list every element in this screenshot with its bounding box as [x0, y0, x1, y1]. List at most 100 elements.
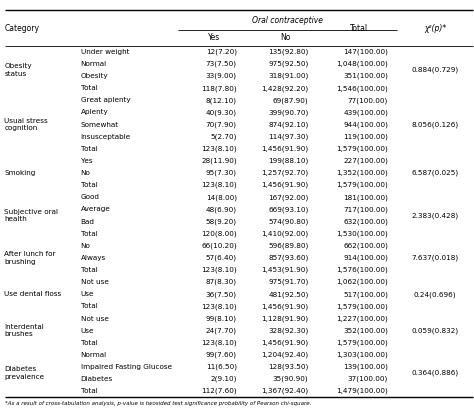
Text: 717(100.00): 717(100.00)	[343, 206, 388, 213]
Text: 1,456(91.90): 1,456(91.90)	[261, 146, 309, 152]
Text: 58(9.20): 58(9.20)	[206, 218, 237, 225]
Text: 574(90.80): 574(90.80)	[268, 218, 309, 225]
Text: 352(100.00): 352(100.00)	[343, 328, 388, 334]
Text: 7.637(0.018): 7.637(0.018)	[411, 255, 459, 261]
Text: χ²(p)*: χ²(p)*	[424, 24, 446, 33]
Text: 8(12.10): 8(12.10)	[206, 97, 237, 104]
Text: 1,579(100.00): 1,579(100.00)	[337, 146, 388, 152]
Text: 944(100.00): 944(100.00)	[343, 121, 388, 128]
Text: 857(93.60): 857(93.60)	[268, 255, 309, 261]
Text: 118(7.80): 118(7.80)	[201, 85, 237, 92]
Text: Great aplenty: Great aplenty	[81, 97, 130, 103]
Text: 11(6.50): 11(6.50)	[206, 364, 237, 370]
Text: Oral contraceptive: Oral contraceptive	[252, 16, 323, 25]
Text: 12(7.20): 12(7.20)	[206, 49, 237, 55]
Text: Use: Use	[81, 328, 94, 334]
Text: 1,579(100.00): 1,579(100.00)	[337, 339, 388, 346]
Text: 199(88.10): 199(88.10)	[268, 158, 309, 164]
Text: Not use: Not use	[81, 279, 109, 285]
Text: 0.24(0.696): 0.24(0.696)	[414, 291, 456, 297]
Text: 73(7.50): 73(7.50)	[206, 61, 237, 67]
Text: 1,410(92.00): 1,410(92.00)	[261, 230, 309, 237]
Text: 351(100.00): 351(100.00)	[343, 73, 388, 79]
Text: 1,428(92.20): 1,428(92.20)	[261, 85, 309, 92]
Text: 0.364(0.886): 0.364(0.886)	[411, 370, 459, 376]
Text: 1,367(92.40): 1,367(92.40)	[261, 388, 309, 394]
Text: Total: Total	[81, 231, 97, 237]
Text: Obesity: Obesity	[81, 73, 108, 79]
Text: 5(2.70): 5(2.70)	[210, 133, 237, 140]
Text: 975(92.50): 975(92.50)	[268, 61, 309, 67]
Text: 147(100.00): 147(100.00)	[343, 49, 388, 55]
Text: Insusceptable: Insusceptable	[81, 134, 131, 140]
Text: 669(93.10): 669(93.10)	[268, 206, 309, 213]
Text: 914(100.00): 914(100.00)	[343, 255, 388, 261]
Text: 123(8.10): 123(8.10)	[201, 267, 237, 273]
Text: 1,453(91.90): 1,453(91.90)	[261, 267, 309, 273]
Text: Category: Category	[4, 24, 39, 33]
Text: Yes: Yes	[81, 158, 92, 164]
Text: 874(92.10): 874(92.10)	[268, 121, 309, 128]
Text: Total: Total	[81, 146, 97, 152]
Text: No: No	[81, 243, 91, 249]
Text: 167(92.00): 167(92.00)	[268, 194, 309, 201]
Text: Not use: Not use	[81, 316, 109, 322]
Text: 1,479(100.00): 1,479(100.00)	[337, 388, 388, 394]
Text: Usual stress
cognition: Usual stress cognition	[4, 118, 48, 131]
Text: Normal: Normal	[81, 352, 107, 358]
Text: Impaired Fasting Glucose: Impaired Fasting Glucose	[81, 364, 172, 370]
Text: Total: Total	[81, 182, 97, 188]
Text: Always: Always	[81, 255, 106, 261]
Text: 119(100.00): 119(100.00)	[343, 133, 388, 140]
Text: Total: Total	[81, 85, 97, 91]
Text: 1,579(100.00): 1,579(100.00)	[337, 303, 388, 310]
Text: 135(92.80): 135(92.80)	[268, 49, 309, 55]
Text: Diabetes: Diabetes	[81, 376, 113, 382]
Text: 399(90.70): 399(90.70)	[268, 109, 309, 116]
Text: Interdental
brushes: Interdental brushes	[4, 324, 44, 337]
Text: 1,257(92.70): 1,257(92.70)	[261, 170, 309, 176]
Text: Normal: Normal	[81, 61, 107, 67]
Text: Total: Total	[81, 267, 97, 273]
Text: Smoking: Smoking	[4, 170, 36, 176]
Text: Average: Average	[81, 206, 110, 212]
Text: 1,062(100.00): 1,062(100.00)	[337, 279, 388, 285]
Text: 0.059(0.832): 0.059(0.832)	[411, 328, 459, 334]
Text: 70(7.90): 70(7.90)	[206, 121, 237, 128]
Text: 99(7.60): 99(7.60)	[206, 351, 237, 358]
Text: 8.056(0.126): 8.056(0.126)	[411, 121, 459, 128]
Text: 632(100.00): 632(100.00)	[343, 218, 388, 225]
Text: 14(8.00): 14(8.00)	[206, 194, 237, 201]
Text: 123(8.10): 123(8.10)	[201, 146, 237, 152]
Text: 95(7.30): 95(7.30)	[206, 170, 237, 176]
Text: Aplenty: Aplenty	[81, 109, 109, 116]
Text: 48(6.90): 48(6.90)	[206, 206, 237, 213]
Text: 596(89.80): 596(89.80)	[268, 242, 309, 249]
Text: 2(9.10): 2(9.10)	[210, 376, 237, 382]
Text: 77(100.00): 77(100.00)	[348, 97, 388, 104]
Text: 1,048(100.00): 1,048(100.00)	[337, 61, 388, 67]
Text: 35(90.90): 35(90.90)	[273, 376, 309, 382]
Text: 57(6.40): 57(6.40)	[206, 255, 237, 261]
Text: 1,576(100.00): 1,576(100.00)	[337, 267, 388, 273]
Text: 975(91.70): 975(91.70)	[268, 279, 309, 285]
Text: Total: Total	[81, 304, 97, 309]
Text: 87(8.30): 87(8.30)	[206, 279, 237, 285]
Text: 1,352(100.00): 1,352(100.00)	[337, 170, 388, 176]
Text: Total: Total	[350, 24, 368, 33]
Text: 123(8.10): 123(8.10)	[201, 182, 237, 188]
Text: 0.884(0.729): 0.884(0.729)	[411, 67, 459, 74]
Text: 1,303(100.00): 1,303(100.00)	[337, 351, 388, 358]
Text: 517(100.00): 517(100.00)	[343, 291, 388, 297]
Text: Total: Total	[81, 340, 97, 346]
Text: 227(100.00): 227(100.00)	[343, 158, 388, 164]
Text: Yes: Yes	[208, 33, 220, 43]
Text: 662(100.00): 662(100.00)	[343, 242, 388, 249]
Text: Bad: Bad	[81, 218, 95, 225]
Text: Under weight: Under weight	[81, 49, 129, 55]
Text: Use: Use	[81, 291, 94, 297]
Text: Obesity
status: Obesity status	[4, 63, 32, 77]
Text: 128(93.50): 128(93.50)	[268, 364, 309, 370]
Text: 120(8.00): 120(8.00)	[201, 230, 237, 237]
Text: 36(7.50): 36(7.50)	[206, 291, 237, 297]
